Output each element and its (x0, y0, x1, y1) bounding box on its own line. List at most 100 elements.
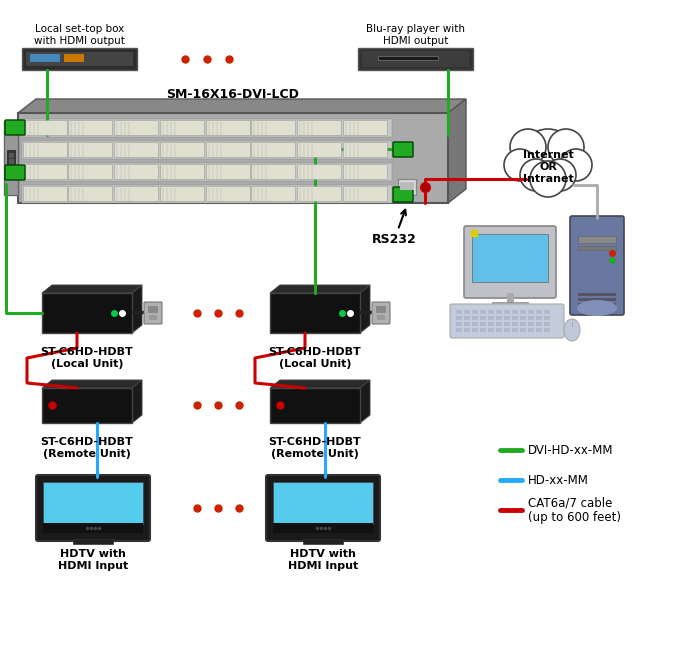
Circle shape (504, 149, 536, 181)
Bar (528, 322, 534, 326)
Text: ST-C6HD-HDBT
(Remote Unit): ST-C6HD-HDBT (Remote Unit) (41, 437, 134, 458)
Bar (512, 328, 518, 332)
Bar (504, 328, 510, 332)
Bar (472, 234, 548, 282)
Bar (528, 316, 534, 320)
Polygon shape (360, 380, 370, 423)
Text: HD-xx-MM: HD-xx-MM (528, 474, 589, 486)
FancyBboxPatch shape (69, 186, 113, 202)
FancyBboxPatch shape (160, 165, 204, 180)
Bar (520, 310, 526, 314)
Bar (528, 328, 534, 332)
Polygon shape (270, 285, 370, 293)
FancyBboxPatch shape (393, 187, 413, 202)
Bar (544, 310, 550, 314)
FancyBboxPatch shape (372, 302, 390, 324)
FancyBboxPatch shape (115, 121, 158, 135)
Bar (22, 119, 392, 137)
Bar (464, 328, 470, 332)
Bar (512, 322, 518, 326)
FancyBboxPatch shape (160, 121, 204, 135)
Bar (378, 56, 438, 60)
FancyBboxPatch shape (344, 143, 388, 157)
Bar (536, 310, 542, 314)
FancyBboxPatch shape (24, 186, 67, 202)
Circle shape (560, 149, 592, 181)
Bar (303, 539, 343, 544)
Bar (480, 310, 486, 314)
Bar (480, 322, 486, 326)
Text: Blu-ray player with
HDMI output: Blu-ray player with HDMI output (366, 24, 465, 46)
Bar (536, 316, 542, 320)
FancyBboxPatch shape (115, 165, 158, 180)
Bar (18, 113, 448, 203)
Polygon shape (270, 380, 370, 388)
Bar (504, 316, 510, 320)
Bar (273, 523, 373, 533)
FancyBboxPatch shape (5, 120, 25, 135)
Bar (358, 48, 473, 70)
Ellipse shape (564, 319, 580, 341)
Bar (30, 54, 60, 62)
Bar (472, 310, 478, 314)
Text: Local set-top box
with HDMI output: Local set-top box with HDMI output (34, 24, 125, 46)
Bar (43, 482, 143, 524)
Bar (578, 246, 616, 250)
Bar (496, 310, 502, 314)
Bar (488, 316, 494, 320)
FancyBboxPatch shape (251, 143, 295, 157)
FancyBboxPatch shape (160, 186, 204, 202)
FancyBboxPatch shape (69, 165, 113, 180)
FancyBboxPatch shape (450, 304, 564, 338)
FancyBboxPatch shape (570, 216, 624, 315)
FancyBboxPatch shape (298, 186, 342, 202)
Bar (456, 316, 462, 320)
Bar (398, 179, 416, 195)
FancyBboxPatch shape (160, 143, 204, 157)
Bar (22, 141, 392, 159)
Bar (496, 322, 502, 326)
Bar (504, 322, 510, 326)
FancyBboxPatch shape (144, 302, 162, 324)
Ellipse shape (577, 300, 617, 316)
Polygon shape (42, 380, 142, 388)
Polygon shape (132, 380, 142, 423)
Bar (22, 185, 392, 203)
FancyBboxPatch shape (206, 165, 251, 180)
Bar (464, 316, 470, 320)
FancyBboxPatch shape (69, 121, 113, 135)
Bar (544, 316, 550, 320)
Polygon shape (132, 285, 142, 333)
Bar (492, 302, 528, 308)
FancyBboxPatch shape (266, 475, 380, 541)
Bar (362, 51, 469, 67)
FancyBboxPatch shape (464, 226, 556, 298)
FancyBboxPatch shape (344, 186, 388, 202)
Bar (456, 328, 462, 332)
FancyBboxPatch shape (251, 165, 295, 180)
Bar (377, 315, 385, 320)
FancyBboxPatch shape (251, 121, 295, 135)
Bar (42, 388, 132, 423)
FancyBboxPatch shape (115, 143, 158, 157)
FancyBboxPatch shape (36, 475, 150, 541)
Bar (22, 163, 392, 181)
Text: ST-C6HD-HDBT
(Local Unit): ST-C6HD-HDBT (Local Unit) (269, 347, 361, 368)
Bar (472, 316, 478, 320)
FancyBboxPatch shape (24, 165, 67, 180)
Bar (270, 388, 360, 423)
Bar (512, 316, 518, 320)
Bar (64, 54, 84, 62)
Bar (26, 52, 133, 66)
Bar (488, 322, 494, 326)
Text: HDTV with
HDMI Input: HDTV with HDMI Input (58, 549, 128, 571)
Bar (73, 539, 113, 544)
FancyBboxPatch shape (298, 143, 342, 157)
FancyBboxPatch shape (298, 121, 342, 135)
Text: RS232: RS232 (372, 210, 416, 246)
FancyBboxPatch shape (206, 186, 251, 202)
Bar (464, 322, 470, 326)
FancyBboxPatch shape (251, 186, 295, 202)
FancyBboxPatch shape (24, 143, 67, 157)
Polygon shape (42, 285, 142, 293)
